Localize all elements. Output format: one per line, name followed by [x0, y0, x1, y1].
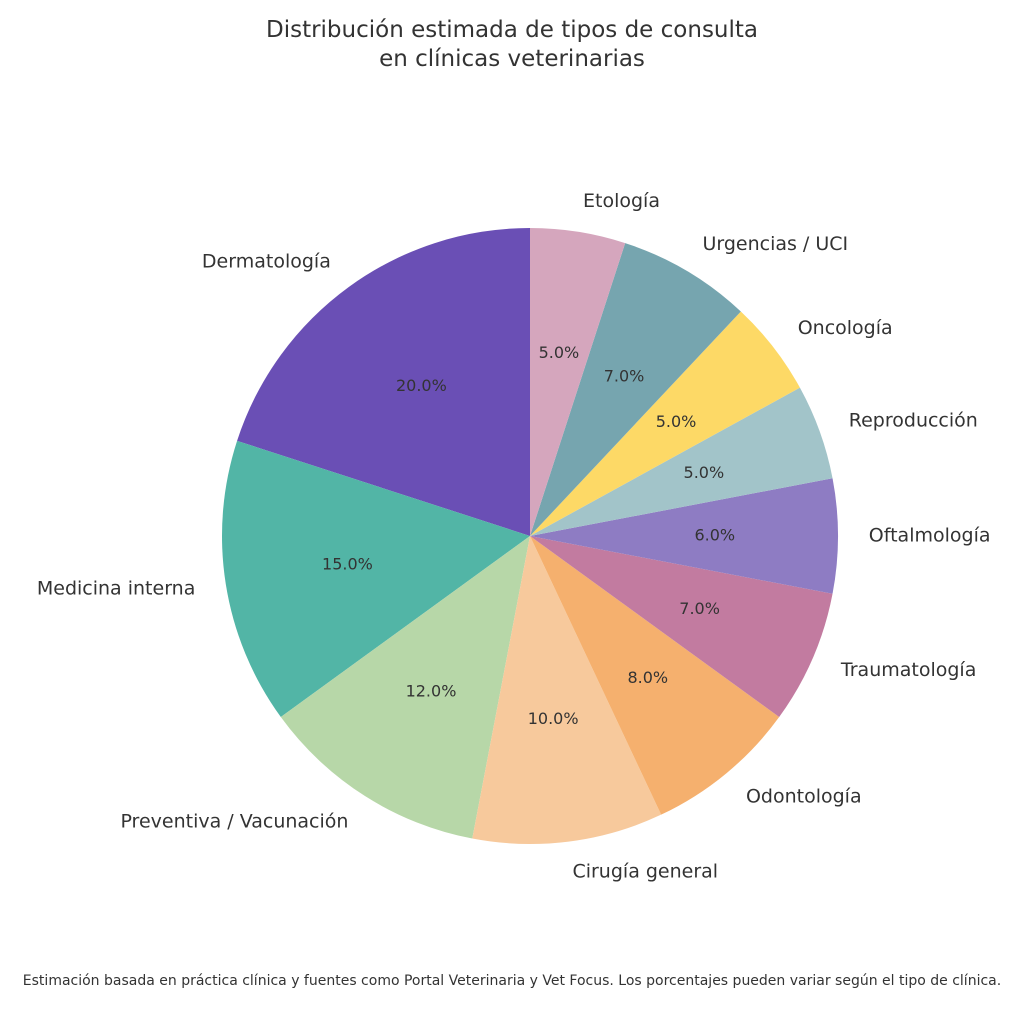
value-label: 20.0%: [396, 376, 447, 395]
value-label: 12.0%: [406, 682, 457, 701]
footnote: Estimación basada en práctica clínica y …: [22, 973, 1002, 989]
slice-label: Cirugía general: [572, 861, 718, 883]
chart-title: Distribución estimada de tipos de consul…: [265, 17, 759, 72]
pie-slice: [237, 228, 531, 536]
value-label: 5.0%: [656, 412, 697, 431]
value-label: 7.0%: [604, 366, 645, 385]
slice-label: Dermatología: [202, 250, 331, 272]
value-label: 5.0%: [684, 463, 725, 482]
slice-label: Urgencias / UCI: [702, 233, 848, 255]
pie-slice: [530, 536, 833, 718]
value-label: 6.0%: [694, 526, 735, 545]
value-label: 7.0%: [679, 599, 720, 618]
pie-slice: [530, 311, 800, 536]
slice-label: Oftalmología: [869, 525, 991, 547]
pie-slice: [221, 440, 530, 718]
pie-slice: [472, 536, 662, 845]
value-label: 10.0%: [528, 709, 579, 728]
slice-label: Oncología: [798, 317, 893, 339]
pie-slice: [530, 478, 838, 594]
slice-label: Preventiva / Vacunación: [120, 811, 348, 833]
pie-slice: [530, 536, 780, 815]
slice-label: Traumatología: [840, 659, 976, 681]
pie-slice: [280, 536, 530, 839]
pie-slice: [530, 387, 833, 536]
slice-label: Etología: [583, 190, 660, 212]
slice-label: Reproducción: [849, 410, 978, 432]
value-label: 5.0%: [539, 343, 580, 362]
slice-label: Medicina interna: [37, 578, 196, 600]
value-label: 15.0%: [322, 554, 373, 573]
pie-slice: [530, 228, 626, 536]
value-label: 8.0%: [627, 668, 668, 687]
slice-label: Odontología: [746, 786, 862, 808]
pie-slice: [530, 243, 741, 537]
